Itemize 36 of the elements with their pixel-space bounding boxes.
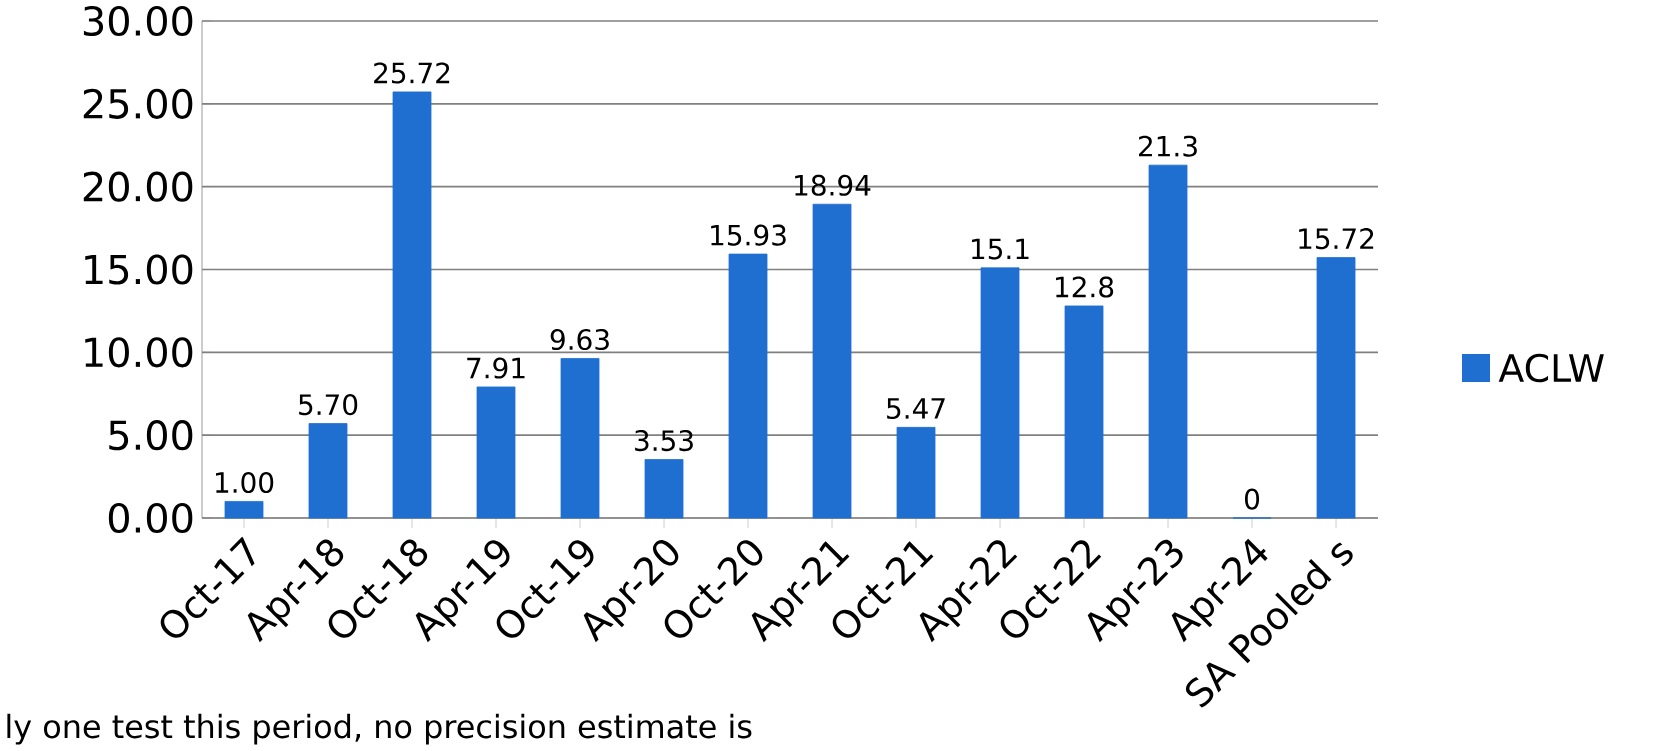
text: 18.94 — [795, 174, 871, 196]
text: 1.00 — [216, 471, 274, 494]
bar — [560, 358, 600, 519]
text: 15.1 — [972, 238, 1029, 260]
bar — [1064, 305, 1104, 519]
y-tick-label: 0.00 — [108, 502, 193, 534]
text: 5.47 — [887, 398, 945, 420]
legend-label: ACLW — [1498, 353, 1604, 383]
bar — [476, 386, 516, 519]
text: 21.3 — [1139, 135, 1197, 157]
y-tick-label: 20.00 — [83, 171, 193, 202]
text: 7.91 — [467, 357, 525, 379]
y-tick-label: 10.00 — [85, 337, 193, 368]
bar — [980, 267, 1020, 519]
bar — [812, 203, 852, 519]
text: ly one test this period, no precision estimate is — [7, 713, 752, 745]
text: 0 — [1244, 488, 1260, 510]
bar — [644, 459, 684, 519]
text: 5.70 — [299, 394, 358, 416]
bar — [728, 253, 768, 519]
bar — [308, 423, 348, 519]
bar — [1316, 257, 1356, 519]
text: 9.63 — [550, 328, 609, 351]
text: 25.72 — [374, 62, 450, 84]
y-tick-label: 5.00 — [109, 420, 193, 451]
bar — [224, 501, 264, 519]
text: 15.72 — [1299, 228, 1374, 250]
y-tick-label: 15.00 — [85, 254, 193, 285]
bar — [896, 426, 936, 519]
text: 3.53 — [635, 430, 693, 452]
text: 15.93 — [711, 224, 786, 246]
text: 12.8 — [1056, 276, 1114, 298]
bar — [392, 91, 432, 519]
bar — [1148, 164, 1188, 519]
y-tick-label: 25.00 — [83, 88, 193, 119]
y-tick-label: 30.00 — [83, 5, 193, 37]
